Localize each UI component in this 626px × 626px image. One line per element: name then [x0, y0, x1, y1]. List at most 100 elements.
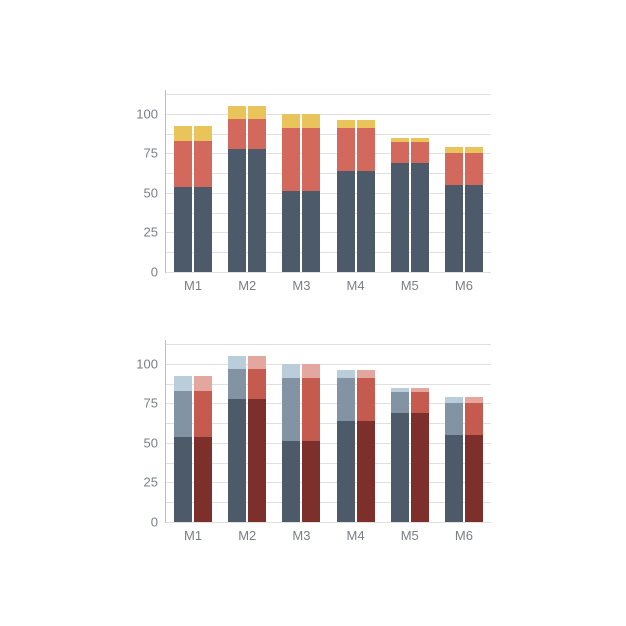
bar: [302, 340, 320, 522]
bar-segment: [391, 392, 409, 413]
y-axis-tick-label: 50: [144, 185, 166, 200]
y-axis-tick-label: 50: [144, 435, 166, 450]
y-axis-tick-label: 0: [151, 265, 166, 280]
bar-group: M1: [174, 90, 212, 272]
x-axis-tick-label: M4: [347, 272, 365, 293]
bar-group: M5: [391, 340, 429, 522]
bar-segment: [282, 191, 300, 272]
bar-segment: [302, 191, 320, 272]
bar-segment: [302, 114, 320, 128]
bar: [174, 90, 192, 272]
gridline: [166, 232, 491, 233]
x-axis-tick-label: M5: [401, 272, 419, 293]
bar-segment: [465, 403, 483, 435]
bar-segment: [391, 413, 409, 522]
top-chart: 0255075100M1M2M3M4M5M6: [165, 90, 490, 272]
bar-segment: [174, 437, 192, 522]
bar: [174, 340, 192, 522]
bar-group: M3: [282, 90, 320, 272]
y-axis-tick-label: 75: [144, 146, 166, 161]
bar-segment: [465, 153, 483, 185]
bar-group: M6: [445, 340, 483, 522]
bar-segment: [228, 119, 246, 149]
bar-segment: [194, 141, 212, 187]
x-axis-tick-label: M6: [455, 272, 473, 293]
bar-segment: [411, 413, 429, 522]
gridline: [166, 364, 491, 365]
y-axis-tick-label: 100: [136, 106, 166, 121]
bar-segment: [357, 370, 375, 378]
bar-segment: [174, 376, 192, 390]
bar-group: M3: [282, 340, 320, 522]
bar-segment: [248, 119, 266, 149]
bar-group: M5: [391, 90, 429, 272]
bar: [282, 340, 300, 522]
bar: [282, 90, 300, 272]
gridline: [166, 522, 491, 523]
gridline: [166, 443, 491, 444]
bar-segment: [194, 376, 212, 390]
gridline: [166, 114, 491, 115]
bar-group: M2: [228, 90, 266, 272]
bar-segment: [174, 187, 192, 272]
bar: [302, 90, 320, 272]
bar-segment: [248, 399, 266, 522]
gridline: [166, 94, 491, 95]
bar-group: M4: [337, 340, 375, 522]
bottom-chart: 0255075100M1M2M3M4M5M6: [165, 340, 490, 522]
bar-segment: [228, 369, 246, 399]
bar: [194, 90, 212, 272]
bar-group: M1: [174, 340, 212, 522]
bar-segment: [411, 388, 429, 393]
gridline: [166, 173, 491, 174]
bar-segment: [337, 171, 355, 272]
bar-segment: [302, 364, 320, 378]
bar: [228, 90, 246, 272]
bar-segment: [248, 369, 266, 399]
bar: [228, 340, 246, 522]
bar-segment: [174, 126, 192, 140]
bar: [248, 340, 266, 522]
y-axis-tick-label: 25: [144, 225, 166, 240]
x-axis-tick-label: M3: [292, 522, 310, 543]
bar-group: M6: [445, 90, 483, 272]
bar-segment: [411, 138, 429, 143]
x-axis-tick-label: M5: [401, 522, 419, 543]
bar: [465, 90, 483, 272]
bar-segment: [194, 437, 212, 522]
bar-segment: [445, 435, 463, 522]
y-axis-tick-label: 75: [144, 396, 166, 411]
bar-segment: [282, 128, 300, 191]
bar-segment: [337, 120, 355, 128]
bar: [337, 90, 355, 272]
y-axis-tick-label: 25: [144, 475, 166, 490]
gridline: [166, 272, 491, 273]
x-axis-tick-label: M1: [184, 522, 202, 543]
bar-segment: [194, 126, 212, 140]
bar-segment: [282, 364, 300, 378]
plot-area: 0255075100M1M2M3M4M5M6: [165, 90, 491, 273]
bar-segment: [194, 187, 212, 272]
bar-segment: [465, 397, 483, 403]
bar-segment: [411, 142, 429, 163]
gridline: [166, 193, 491, 194]
plot-area: 0255075100M1M2M3M4M5M6: [165, 340, 491, 523]
bar-segment: [465, 185, 483, 272]
bar-segment: [302, 378, 320, 441]
bar: [411, 340, 429, 522]
bar-segment: [445, 397, 463, 403]
bar-segment: [465, 147, 483, 153]
x-axis-tick-label: M2: [238, 522, 256, 543]
bar: [194, 340, 212, 522]
bar-segment: [357, 120, 375, 128]
bar-segment: [302, 128, 320, 191]
bar-segment: [391, 163, 409, 272]
bar-group: M4: [337, 90, 375, 272]
x-axis-tick-label: M6: [455, 522, 473, 543]
bar-segment: [445, 153, 463, 185]
gridline: [166, 252, 491, 253]
bar-segment: [445, 403, 463, 435]
bar: [445, 340, 463, 522]
bar-segment: [248, 149, 266, 272]
gridline: [166, 134, 491, 135]
